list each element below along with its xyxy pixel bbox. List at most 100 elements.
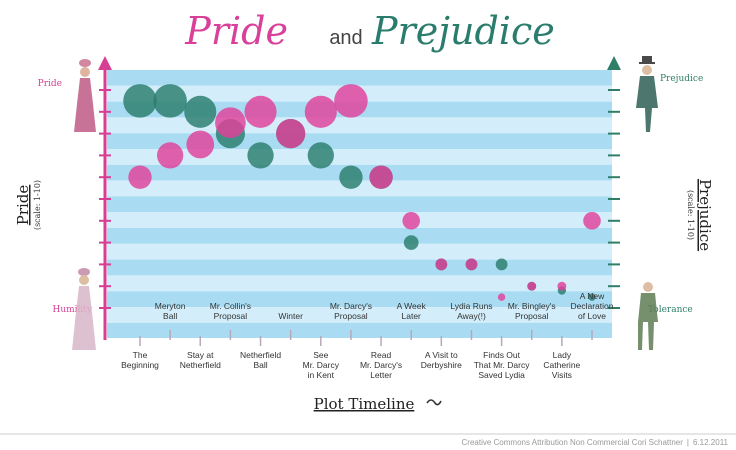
prejudice-point (153, 84, 187, 118)
x-tick-label-line: Saved Lydia (478, 370, 525, 380)
x-tick-label: Read Mr. Darcy's Letter (360, 350, 402, 380)
pride-point (497, 293, 506, 301)
background-band (107, 133, 612, 149)
background-band (107, 149, 612, 165)
x-tick-label: Mr. Collin's Proposal (210, 301, 251, 321)
pride-point (583, 212, 601, 230)
pride-point (402, 212, 421, 230)
prejudice-point (307, 142, 334, 169)
x-tick-label: Mr. Darcy's Proposal (330, 301, 372, 321)
x-tick-label-line: Proposal (214, 311, 248, 321)
plot-background (107, 70, 612, 338)
flourish-icon (426, 399, 442, 406)
x-tick-label-line: Lydia Runs (450, 301, 492, 311)
x-tick-label-line: See (313, 350, 328, 360)
x-tick-label-line: Mr. Bingley's (508, 301, 556, 311)
x-tick-label: Lydia Runs Away(!) (450, 301, 492, 321)
background-band (107, 307, 612, 323)
left-axis-title: Pride (14, 185, 32, 226)
background-band (107, 196, 612, 213)
x-tick-label-line: A New (580, 291, 605, 301)
x-tick-label: A Visit to Derbyshire (421, 350, 462, 370)
background-band (107, 212, 612, 228)
pride-point (244, 95, 277, 128)
left-axis-subtitle: (scale: 1-10) (33, 180, 42, 230)
x-tick-label-line: Letter (370, 370, 392, 380)
x-tick-label-line: Proposal (515, 311, 549, 321)
pride-point (156, 142, 184, 169)
x-tick-label: A New Declaration of Love (571, 291, 614, 321)
x-tick-label-line: Mr. Darcy's (330, 301, 372, 311)
prejudice-point (339, 165, 363, 189)
background-band (107, 180, 612, 197)
x-tick-label: A Week Later (397, 301, 427, 321)
lady-pride-figure (74, 59, 96, 132)
footer-credit-text: Creative Commons Attribution Non Commerc… (462, 438, 684, 447)
x-tick-label-line: Mr. Collin's (210, 301, 251, 311)
x-tick-label: Stay at Netherfield (180, 350, 221, 370)
right-top-label: Prejudice (660, 74, 703, 84)
prejudice-point (247, 142, 274, 169)
right-axis-title: Prejudice (696, 179, 714, 251)
left-axis (98, 56, 112, 340)
x-tick-label: Finds Out That Mr. Darcy Saved Lydia (474, 350, 530, 380)
background-band (107, 275, 612, 292)
x-tick-label-line: Ball (163, 311, 177, 321)
title-and: and (329, 27, 362, 49)
x-tick-label-line: A Visit to (425, 350, 458, 360)
x-tick-label-line: The (133, 350, 148, 360)
prejudice-point (184, 95, 217, 128)
x-tick-label-line: Winter (278, 311, 303, 321)
pride-point (465, 258, 478, 271)
pride-point (186, 130, 215, 159)
right-axis-arrow-icon (607, 56, 621, 70)
pride-point (304, 95, 337, 128)
x-tick-label-line: Stay at (187, 350, 214, 360)
x-tick-label-line: Declaration (571, 301, 614, 311)
footer-separator: | (687, 438, 689, 447)
background-band (107, 70, 612, 86)
background-band (107, 228, 612, 244)
pride-point (527, 281, 537, 291)
background-band (107, 259, 612, 276)
footer-credit: Creative Commons Attribution Non Commerc… (462, 438, 729, 447)
background-band (107, 291, 612, 307)
prejudice-point (123, 84, 157, 118)
x-tick-label-line: Netherfield (180, 360, 221, 370)
x-tick-label-line: Meryton (155, 301, 186, 311)
prejudice-point (495, 258, 508, 271)
x-tick-label-line: Finds Out (483, 350, 520, 360)
x-tick-label: Lady Catherine Visits (543, 350, 580, 380)
prejudice-point (588, 293, 596, 301)
left-bottom-label: Humility (52, 305, 92, 315)
right-axis-subtitle: (scale: 1-10) (686, 190, 695, 240)
prejudice-point (403, 235, 419, 250)
x-tick-label: Winter (278, 311, 303, 321)
title-pride: Pride (184, 9, 288, 53)
x-tick-label: Meryton Ball (155, 301, 186, 321)
lady-humility-figure (72, 268, 96, 350)
footer-date: 6.12.2011 (693, 438, 729, 447)
x-tick-label-line: Ball (253, 360, 267, 370)
x-tick-label-line: Away(!) (457, 311, 486, 321)
x-tick-label-line: Catherine (543, 360, 580, 370)
gentleman-prejudice-figure (636, 56, 658, 132)
gentleman-tolerance-figure (638, 282, 658, 350)
x-tick-label-line: Beginning (121, 360, 159, 370)
background-band (107, 322, 612, 338)
x-tick-label-line: in Kent (308, 370, 335, 380)
right-bottom-label: Tolerance (648, 305, 693, 315)
title-prejudice: Prejudice (371, 9, 555, 53)
x-tick-label-line: A Week (397, 301, 427, 311)
pride-point (369, 165, 393, 189)
x-tick-label-line: That Mr. Darcy (474, 360, 530, 370)
x-tick-label-line: Mr. Darcy (303, 360, 340, 370)
right-axis (607, 56, 621, 340)
background-band (107, 117, 612, 134)
x-axis-ticks (139, 330, 593, 346)
x-tick-label-line: Mr. Darcy's (360, 360, 402, 370)
x-tick-label-line: Derbyshire (421, 360, 462, 370)
x-tick-label: See Mr. Darcy in Kent (303, 350, 340, 380)
